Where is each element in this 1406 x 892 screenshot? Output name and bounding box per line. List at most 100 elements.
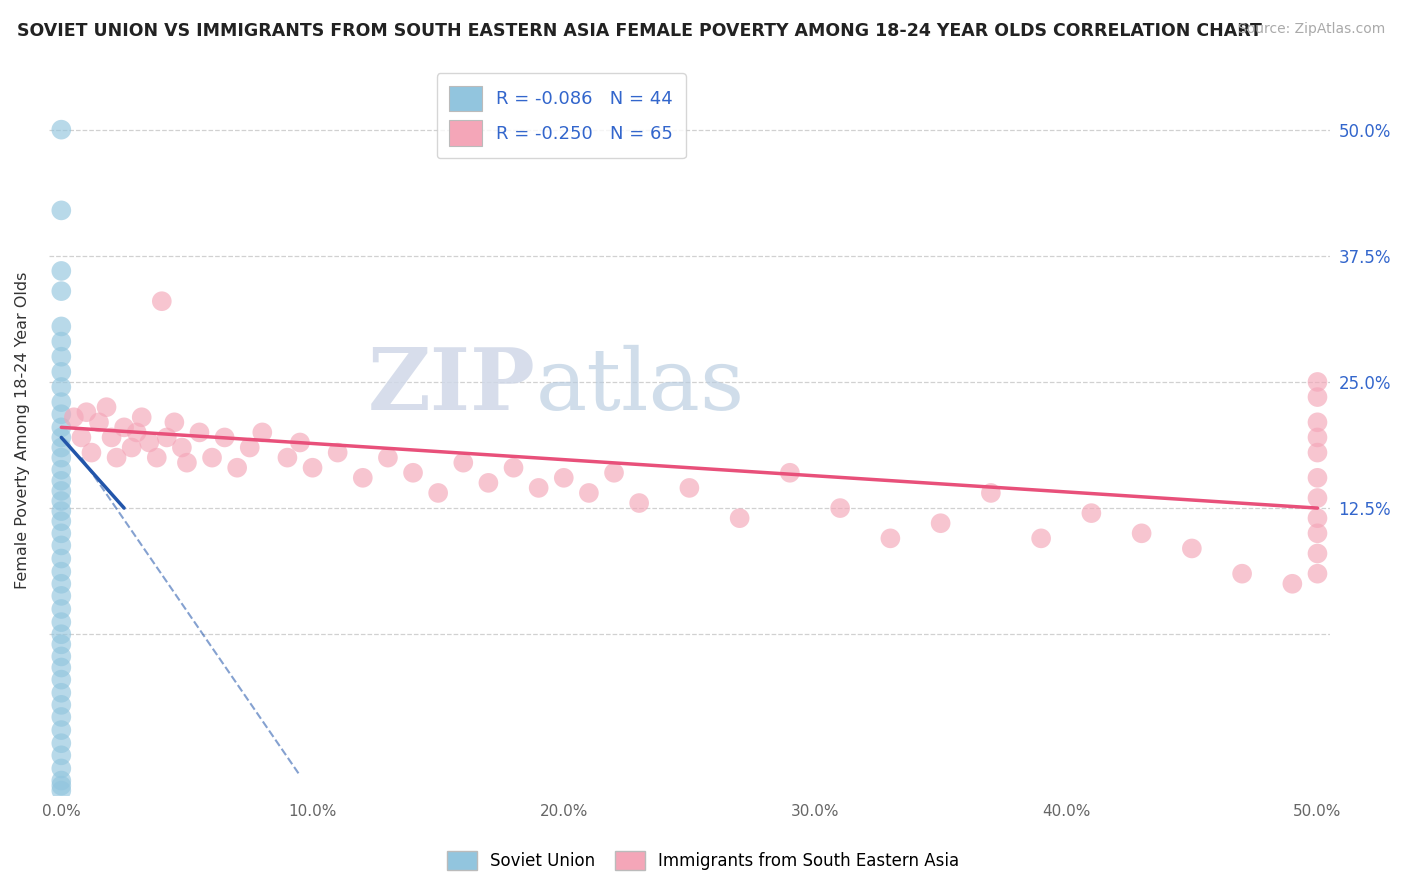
Legend: Soviet Union, Immigrants from South Eastern Asia: Soviet Union, Immigrants from South East… xyxy=(440,844,966,877)
Point xyxy=(628,496,651,510)
Point xyxy=(51,122,73,136)
Point xyxy=(578,486,600,500)
Point xyxy=(326,445,349,459)
Point xyxy=(226,460,249,475)
Point xyxy=(51,407,73,421)
Point xyxy=(138,435,160,450)
Point xyxy=(105,450,128,465)
Point xyxy=(51,365,73,379)
Point xyxy=(1306,547,1329,561)
Point xyxy=(51,380,73,394)
Point xyxy=(51,698,73,712)
Point xyxy=(51,551,73,566)
Text: Source: ZipAtlas.com: Source: ZipAtlas.com xyxy=(1237,22,1385,37)
Point xyxy=(1306,390,1329,404)
Point xyxy=(51,723,73,737)
Point xyxy=(51,450,73,465)
Point xyxy=(879,532,901,546)
Point xyxy=(51,264,73,278)
Point xyxy=(276,450,298,465)
Point xyxy=(1306,375,1329,389)
Point xyxy=(1130,526,1153,541)
Point xyxy=(51,773,73,788)
Point xyxy=(51,350,73,364)
Point xyxy=(51,474,73,488)
Point xyxy=(51,649,73,664)
Point xyxy=(51,736,73,750)
Point xyxy=(188,425,211,440)
Point xyxy=(1281,576,1303,591)
Point xyxy=(51,602,73,616)
Point xyxy=(214,430,236,444)
Point xyxy=(301,460,323,475)
Point xyxy=(70,430,93,444)
Point xyxy=(63,410,86,425)
Point xyxy=(80,445,103,459)
Point xyxy=(1306,491,1329,505)
Point xyxy=(678,481,700,495)
Point xyxy=(51,576,73,591)
Point xyxy=(51,565,73,579)
Point xyxy=(51,748,73,763)
Point xyxy=(728,511,751,525)
Point xyxy=(288,435,311,450)
Point xyxy=(125,425,148,440)
Point xyxy=(1306,430,1329,444)
Point xyxy=(146,450,169,465)
Text: SOVIET UNION VS IMMIGRANTS FROM SOUTH EASTERN ASIA FEMALE POVERTY AMONG 18-24 YE: SOVIET UNION VS IMMIGRANTS FROM SOUTH EA… xyxy=(17,22,1261,40)
Point xyxy=(51,761,73,775)
Point xyxy=(51,783,73,797)
Point xyxy=(1029,532,1052,546)
Point xyxy=(51,441,73,455)
Point xyxy=(51,395,73,409)
Point xyxy=(150,294,173,309)
Point xyxy=(51,430,73,444)
Point xyxy=(100,430,122,444)
Point xyxy=(502,460,524,475)
Point xyxy=(402,466,425,480)
Point xyxy=(51,673,73,687)
Point xyxy=(51,660,73,674)
Point xyxy=(51,514,73,528)
Point xyxy=(51,504,73,518)
Point xyxy=(51,319,73,334)
Point xyxy=(51,334,73,349)
Point xyxy=(377,450,399,465)
Point xyxy=(1230,566,1253,581)
Text: atlas: atlas xyxy=(536,344,745,427)
Point xyxy=(176,456,198,470)
Point xyxy=(51,615,73,629)
Point xyxy=(779,466,801,480)
Point xyxy=(1306,471,1329,485)
Point xyxy=(156,430,179,444)
Point xyxy=(427,486,450,500)
Point xyxy=(1181,541,1204,556)
Point xyxy=(980,486,1002,500)
Point xyxy=(830,501,852,516)
Point xyxy=(51,710,73,724)
Point xyxy=(51,637,73,651)
Point xyxy=(51,589,73,603)
Point xyxy=(51,627,73,641)
Y-axis label: Female Poverty Among 18-24 Year Olds: Female Poverty Among 18-24 Year Olds xyxy=(15,271,30,589)
Point xyxy=(603,466,626,480)
Point xyxy=(112,420,135,434)
Point xyxy=(929,516,952,531)
Point xyxy=(1306,445,1329,459)
Legend: R = -0.086   N = 44, R = -0.250   N = 65: R = -0.086 N = 44, R = -0.250 N = 65 xyxy=(437,73,686,159)
Point xyxy=(352,471,374,485)
Point xyxy=(1306,511,1329,525)
Point xyxy=(131,410,153,425)
Point xyxy=(527,481,550,495)
Point xyxy=(252,425,274,440)
Point xyxy=(51,494,73,508)
Point xyxy=(453,456,475,470)
Point xyxy=(121,441,143,455)
Point xyxy=(96,400,118,414)
Point xyxy=(1306,415,1329,429)
Point xyxy=(201,450,224,465)
Point xyxy=(1306,566,1329,581)
Text: ZIP: ZIP xyxy=(368,344,536,428)
Point xyxy=(163,415,186,429)
Point xyxy=(51,203,73,218)
